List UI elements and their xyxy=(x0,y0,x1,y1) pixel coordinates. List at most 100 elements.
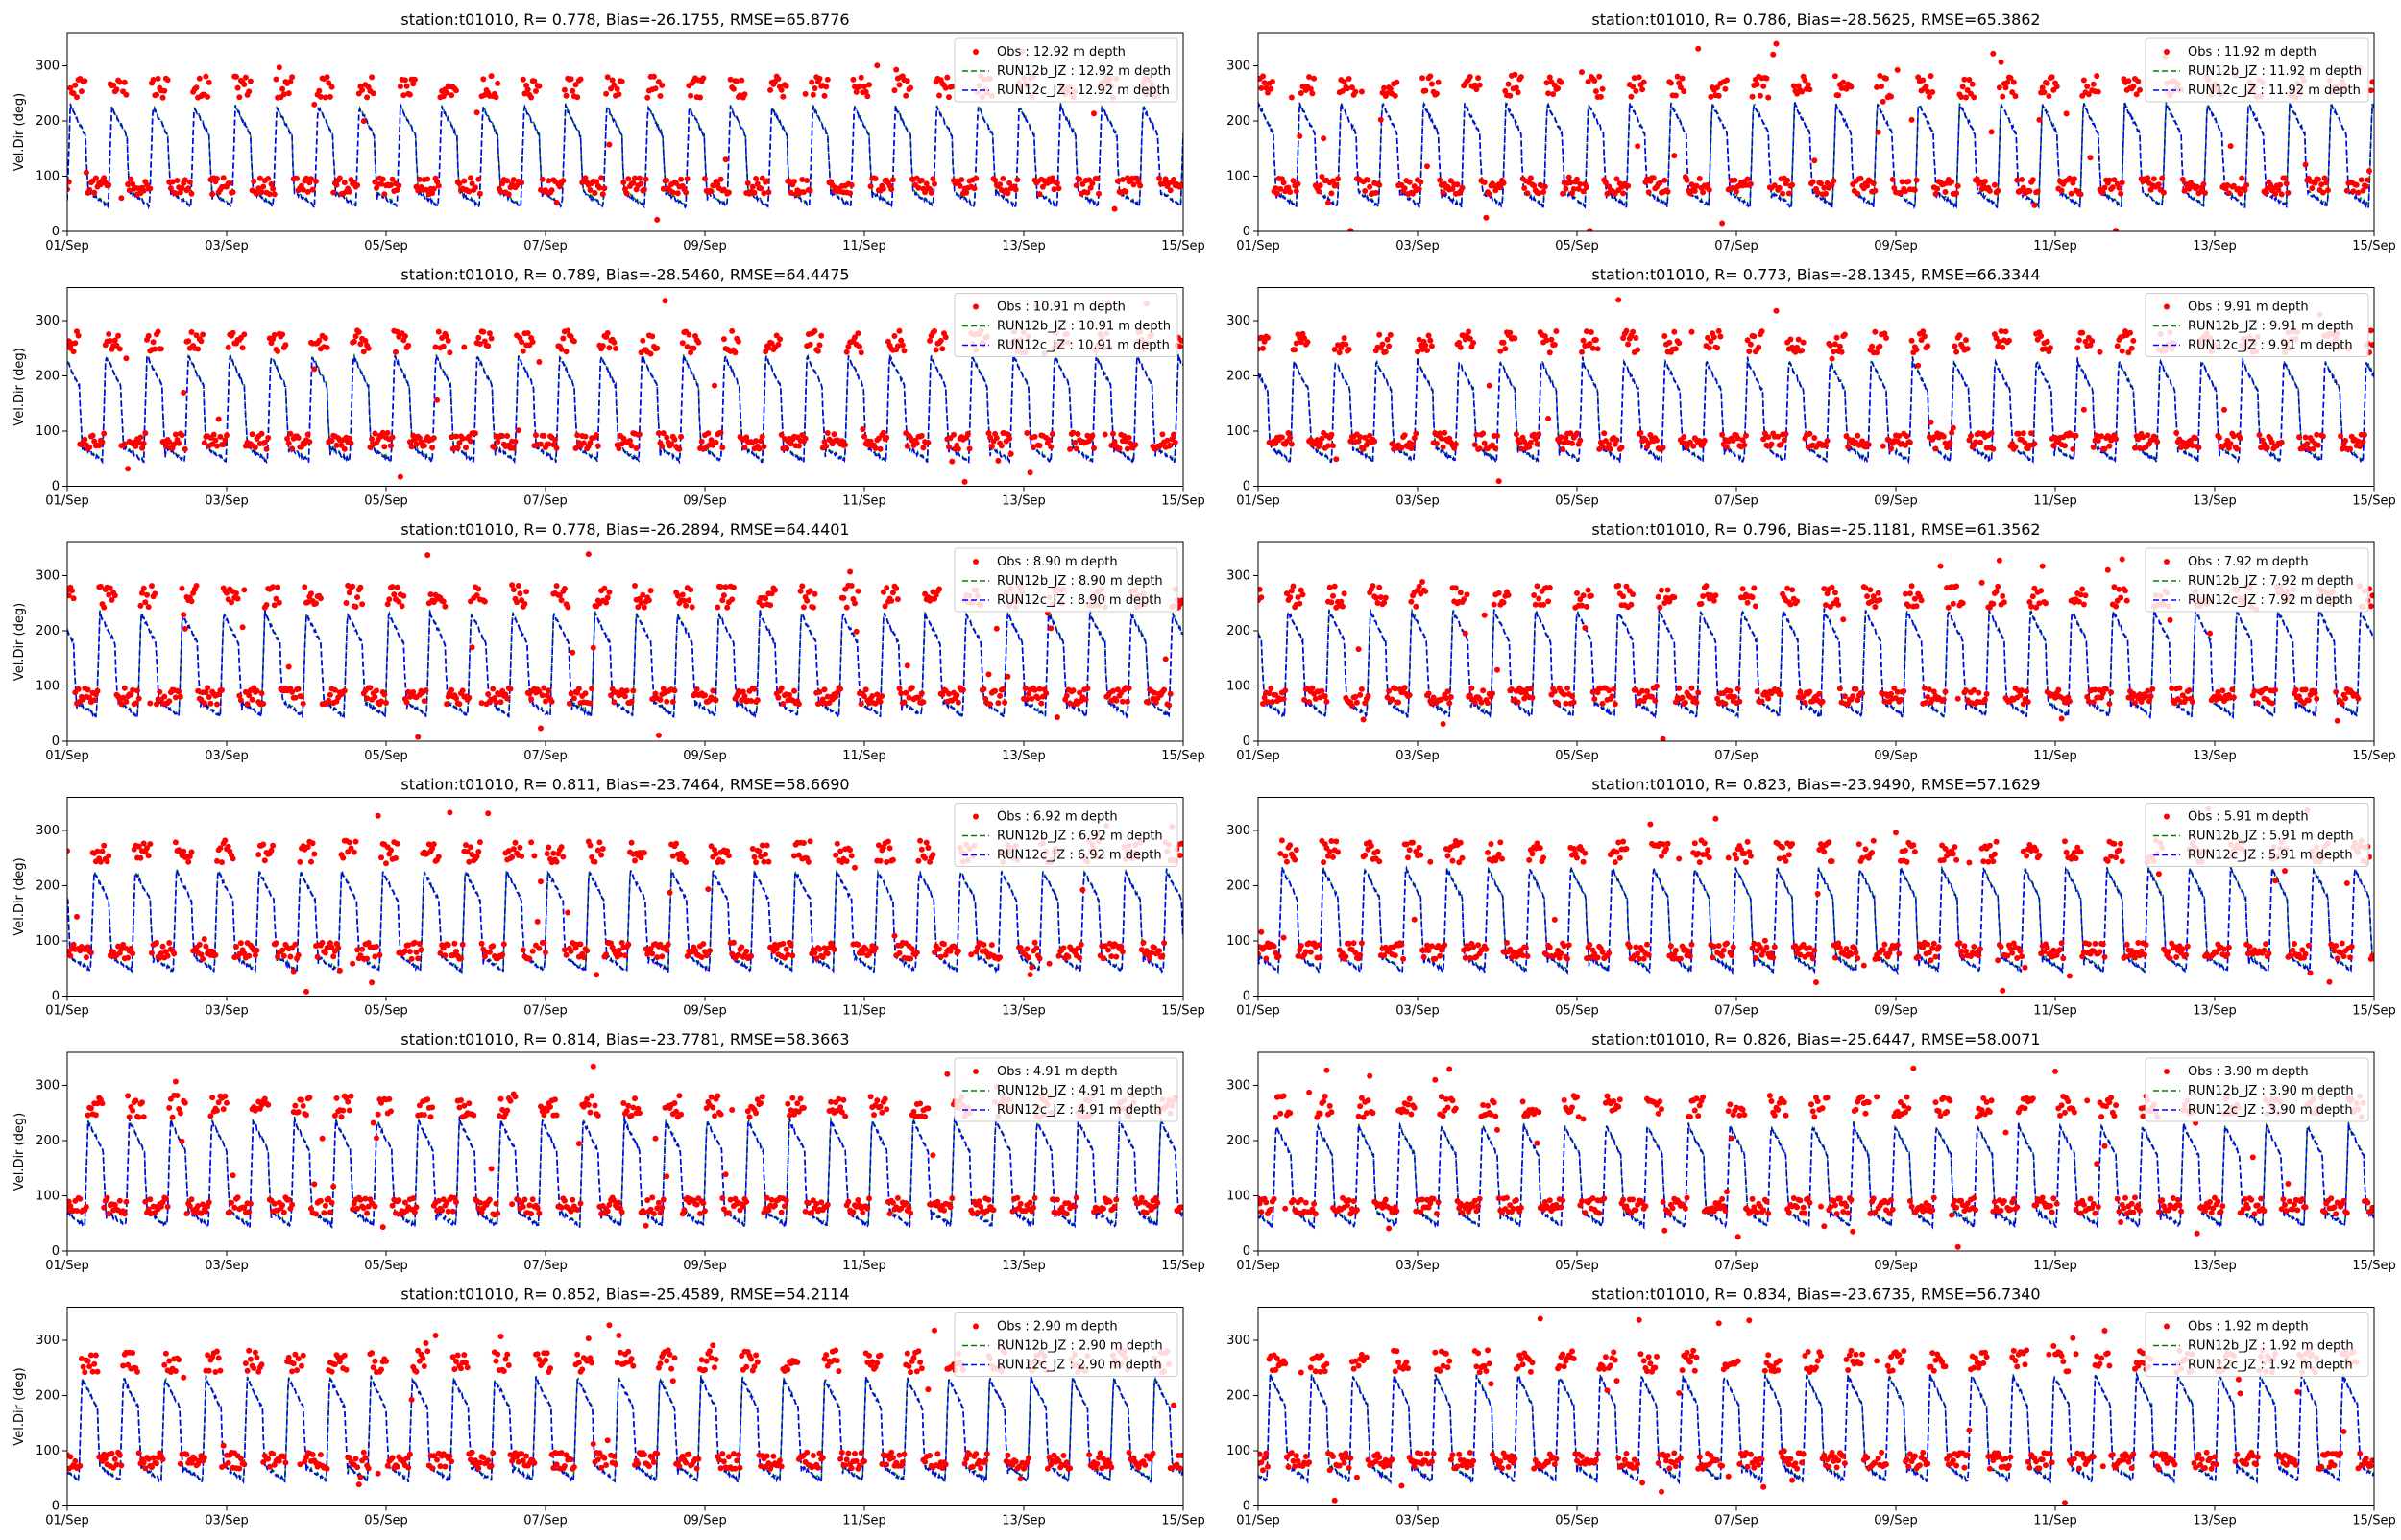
obs-point xyxy=(1920,78,1926,84)
obs-point xyxy=(915,185,921,191)
obs-point xyxy=(2238,191,2243,197)
obs-point xyxy=(1845,445,1851,450)
obs-point xyxy=(1579,603,1585,609)
obs-point xyxy=(1953,190,1959,196)
obs-point xyxy=(1359,89,1365,95)
obs-point xyxy=(949,84,955,89)
obs-point xyxy=(1849,84,1855,90)
obs-point xyxy=(1518,74,1524,80)
obs-point xyxy=(1934,186,1940,192)
obs-point xyxy=(1741,443,1747,448)
obs-point xyxy=(753,176,759,181)
obs-point xyxy=(468,175,473,180)
legend-entry: RUN12b_JZ : 8.90 m depth xyxy=(997,574,1163,589)
obs-point xyxy=(123,92,129,98)
obs-point xyxy=(1859,690,1865,696)
obs-point xyxy=(279,331,285,337)
obs-point xyxy=(1465,591,1470,597)
x-tick-label: 03/Sep xyxy=(205,749,248,763)
x-tick-label: 15/Sep xyxy=(1161,494,1204,509)
obs-point xyxy=(571,695,577,701)
obs-point xyxy=(1784,178,1790,183)
obs-point xyxy=(2074,345,2080,350)
y-tick-label: 200 xyxy=(1226,114,1250,129)
obs-point xyxy=(1694,700,1700,706)
obs-point xyxy=(519,854,524,859)
obs-point xyxy=(753,859,759,865)
obs-point xyxy=(1586,588,1591,593)
obs-point xyxy=(262,857,268,863)
obs-point xyxy=(1979,580,1985,586)
obs-point xyxy=(1872,329,1878,335)
obs-point xyxy=(286,441,292,446)
obs-point xyxy=(1956,332,1962,338)
obs-point xyxy=(2106,701,2112,707)
obs-point xyxy=(1431,695,1437,701)
obs-point xyxy=(1722,86,1728,92)
obs-point xyxy=(574,94,580,100)
obs-point xyxy=(1876,590,1881,596)
legend-marker-obs xyxy=(973,559,979,565)
obs-point xyxy=(724,848,730,854)
obs-point xyxy=(1536,596,1541,602)
obs-point xyxy=(554,583,560,589)
obs-point xyxy=(1840,616,1846,622)
obs-point xyxy=(905,78,910,84)
obs-point xyxy=(429,445,435,450)
obs-point xyxy=(1429,344,1435,349)
obs-point xyxy=(1850,693,1855,699)
obs-point xyxy=(724,605,730,611)
obs-point xyxy=(1458,345,1464,350)
obs-point xyxy=(700,75,706,81)
obs-point xyxy=(2338,433,2343,439)
obs-point xyxy=(1745,177,1751,182)
obs-point xyxy=(908,956,913,962)
obs-point xyxy=(1581,592,1587,598)
y-tick-label: 100 xyxy=(1226,424,1250,439)
obs-point xyxy=(264,602,270,608)
obs-point xyxy=(1376,585,1382,590)
obs-point xyxy=(2054,84,2060,89)
obs-point xyxy=(854,629,860,635)
obs-point xyxy=(1724,78,1730,84)
obs-point xyxy=(855,942,861,948)
obs-point xyxy=(678,177,684,182)
obs-point xyxy=(2238,435,2243,441)
obs-point xyxy=(1125,699,1130,705)
obs-point xyxy=(2161,190,2167,196)
obs-point xyxy=(490,943,496,949)
obs-point xyxy=(499,952,505,958)
obs-point xyxy=(1385,337,1391,343)
obs-point xyxy=(874,62,880,68)
obs-point xyxy=(327,692,333,698)
obs-point xyxy=(1555,701,1561,707)
obs-point xyxy=(415,734,421,740)
obs-point xyxy=(1999,60,2004,65)
obs-point xyxy=(1928,73,1934,79)
obs-point xyxy=(525,86,531,92)
obs-point xyxy=(543,950,548,955)
obs-point xyxy=(1560,446,1565,452)
obs-point xyxy=(253,445,258,450)
y-tick-label: 300 xyxy=(1226,569,1250,584)
obs-point xyxy=(742,91,748,97)
obs-point xyxy=(1335,176,1341,181)
obs-point xyxy=(1872,188,1878,194)
x-tick-label: 03/Sep xyxy=(1395,239,1439,253)
obs-point xyxy=(1291,584,1297,590)
obs-point xyxy=(123,699,129,705)
obs-point xyxy=(2354,182,2360,188)
obs-point xyxy=(1422,589,1428,594)
obs-point xyxy=(175,178,181,183)
obs-point xyxy=(1770,52,1776,58)
obs-point xyxy=(779,686,785,691)
obs-point xyxy=(686,597,691,603)
obs-point xyxy=(166,940,172,946)
obs-point xyxy=(245,701,251,707)
obs-point xyxy=(2013,93,2019,99)
obs-point xyxy=(117,346,123,351)
obs-point xyxy=(1402,185,1408,191)
obs-point xyxy=(511,587,517,592)
obs-point xyxy=(214,702,220,708)
obs-point xyxy=(1755,688,1760,694)
